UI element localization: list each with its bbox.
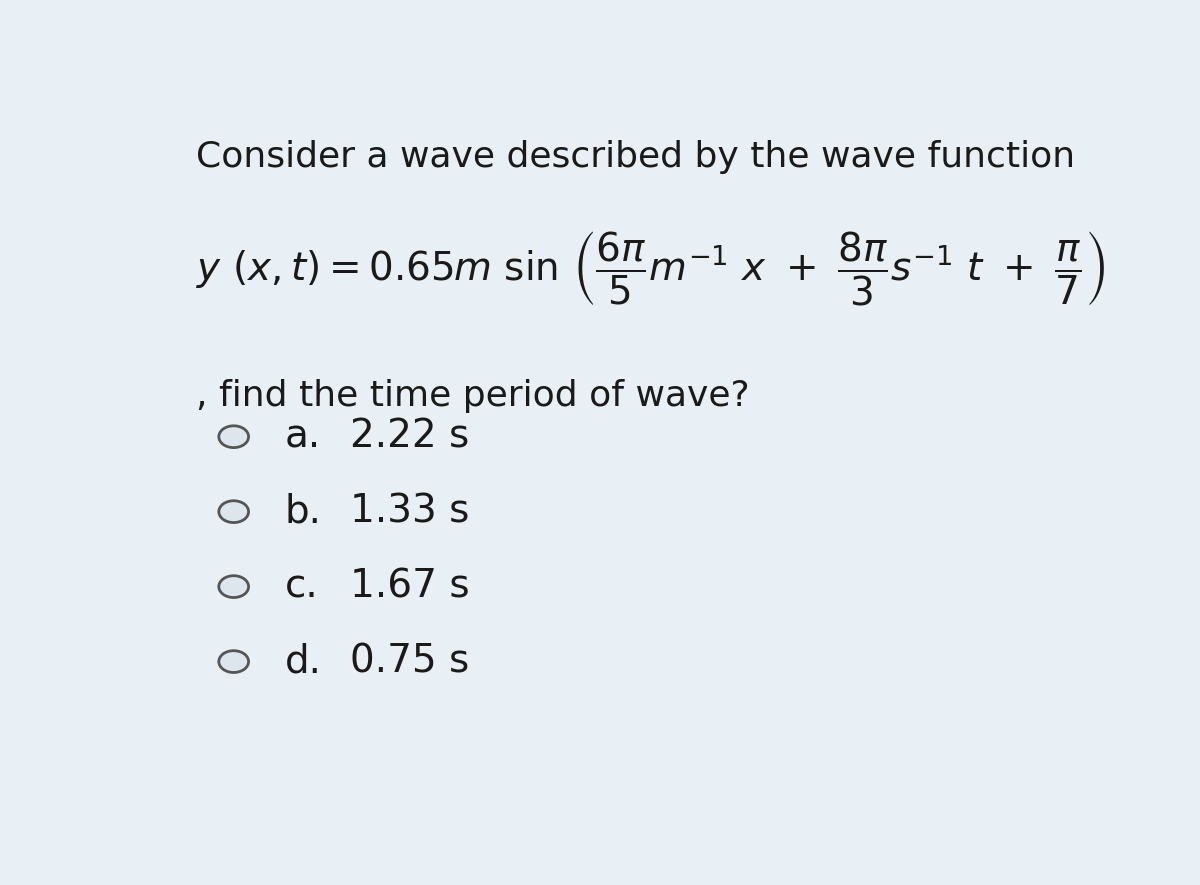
Text: 0.75 s: 0.75 s — [350, 643, 469, 681]
Text: 2.22 s: 2.22 s — [350, 418, 469, 456]
Text: b.: b. — [284, 493, 322, 531]
Text: Consider a wave described by the wave function: Consider a wave described by the wave fu… — [197, 140, 1075, 174]
Text: a.: a. — [284, 418, 322, 456]
Circle shape — [218, 576, 248, 597]
Text: c.: c. — [284, 567, 319, 605]
Text: 1.67 s: 1.67 s — [350, 567, 469, 605]
Text: , find the time period of wave?: , find the time period of wave? — [197, 379, 750, 412]
Circle shape — [218, 501, 248, 522]
Text: 1.33 s: 1.33 s — [350, 493, 469, 531]
Text: $y\ (x,t) = 0.65m\ \mathrm{sin}\ \left(\dfrac{6\pi}{5}m^{-1}\ x\ +\ \dfrac{8\pi}: $y\ (x,t) = 0.65m\ \mathrm{sin}\ \left(\… — [197, 229, 1106, 307]
Circle shape — [218, 426, 248, 448]
Circle shape — [218, 650, 248, 673]
Text: d.: d. — [284, 643, 322, 681]
